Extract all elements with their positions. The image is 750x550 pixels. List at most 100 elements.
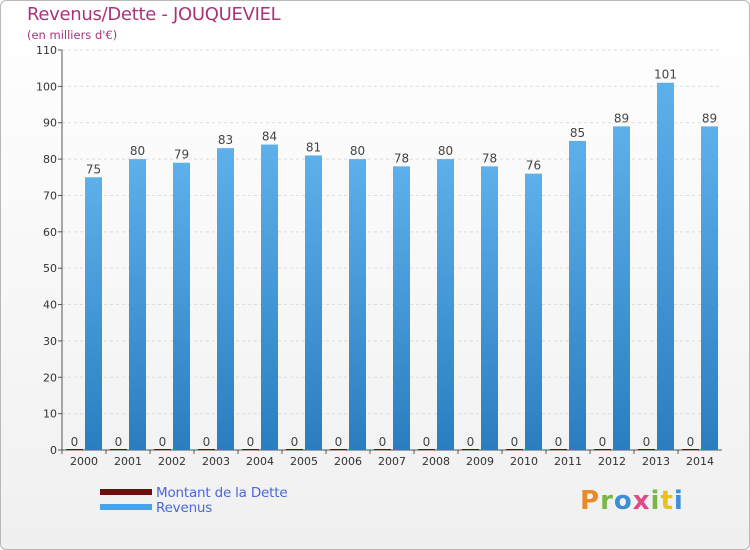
bar-revenus	[261, 144, 278, 450]
data-label-revenus: 78	[482, 151, 497, 165]
y-tick-label: 80	[43, 153, 57, 166]
bar-revenus	[305, 155, 322, 451]
data-label-dette: 0	[379, 435, 387, 449]
y-tick-label: 60	[43, 226, 57, 239]
data-label-dette: 0	[599, 435, 607, 449]
data-label-dette: 0	[423, 435, 431, 449]
bar-dette	[198, 449, 215, 450]
data-label-dette: 0	[159, 435, 167, 449]
data-label-revenus: 89	[614, 111, 629, 125]
x-tick-label: 2002	[158, 455, 186, 468]
logo-letter: i	[650, 486, 661, 516]
legend-swatch-dette	[100, 489, 152, 495]
y-tick-label: 90	[43, 117, 57, 130]
data-label-revenus: 84	[262, 130, 277, 144]
logo-letter: o	[613, 486, 633, 516]
bar-revenus	[349, 159, 366, 450]
data-label-revenus: 83	[218, 133, 233, 147]
bar-dette	[154, 449, 171, 450]
data-label-dette: 0	[335, 435, 343, 449]
bar-dette	[418, 449, 435, 450]
data-label-dette: 0	[115, 435, 123, 449]
logo-letter: P	[580, 486, 601, 516]
y-tick-label: 20	[43, 371, 57, 384]
x-tick-label: 2004	[246, 455, 274, 468]
bar-revenus	[481, 166, 498, 450]
x-tick-label: 2014	[686, 455, 714, 468]
bar-dette	[330, 449, 347, 450]
bar-dette	[506, 449, 523, 450]
bar-revenus	[393, 166, 410, 450]
data-label-revenus: 75	[86, 162, 101, 176]
x-tick-label: 2013	[642, 455, 670, 468]
x-tick-label: 2012	[598, 455, 626, 468]
data-label-dette: 0	[643, 435, 651, 449]
data-label-dette: 0	[511, 435, 519, 449]
data-label-revenus: 80	[350, 144, 365, 158]
bar-revenus	[613, 126, 630, 450]
logo-letter: r	[600, 486, 614, 516]
chart-subtitle: (en milliers d'€)	[27, 28, 118, 42]
legend-label-revenus: Revenus	[156, 500, 213, 516]
data-label-revenus: 76	[526, 159, 541, 173]
x-tick-label: 2007	[378, 455, 406, 468]
bar-dette	[66, 449, 83, 450]
y-tick-label: 0	[50, 444, 57, 457]
bar-revenus	[173, 162, 190, 450]
bar-revenus	[569, 140, 586, 450]
data-label-revenus: 85	[570, 126, 585, 140]
x-tick-label: 2000	[70, 455, 98, 468]
x-tick-label: 2010	[510, 455, 538, 468]
data-label-dette: 0	[291, 435, 299, 449]
bar-dette	[242, 449, 259, 450]
bar-dette	[594, 449, 611, 450]
bar-revenus	[701, 126, 718, 450]
bar-dette	[286, 449, 303, 450]
x-tick-label: 2008	[422, 455, 450, 468]
logo-letter: x	[632, 486, 651, 516]
bar-revenus	[657, 82, 674, 451]
data-label-revenus: 89	[702, 111, 717, 125]
data-label-dette: 0	[247, 435, 255, 449]
x-tick-label: 2005	[290, 455, 318, 468]
bar-dette	[110, 449, 127, 450]
data-label-revenus: 101	[654, 68, 677, 82]
y-tick-label: 70	[43, 189, 57, 202]
bar-revenus	[437, 159, 454, 450]
data-label-dette: 0	[555, 435, 563, 449]
x-tick-label: 2006	[334, 455, 362, 468]
bar-dette	[638, 449, 655, 450]
data-label-dette: 0	[203, 435, 211, 449]
bar-dette	[682, 449, 699, 450]
data-label-revenus: 78	[394, 151, 409, 165]
data-label-revenus: 80	[130, 144, 145, 158]
y-tick-label: 30	[43, 335, 57, 348]
legend-swatch-revenus	[100, 504, 152, 510]
chart-title: Revenus/Dette - JOUQUEVIEL	[27, 4, 281, 25]
data-label-revenus: 80	[438, 144, 453, 158]
data-label-dette: 0	[71, 435, 79, 449]
data-label-dette: 0	[467, 435, 475, 449]
data-label-revenus: 81	[306, 140, 321, 154]
bar-revenus	[85, 177, 102, 451]
logo-letter: i	[673, 486, 684, 516]
bar-dette	[550, 449, 567, 450]
bar-revenus	[217, 148, 234, 450]
x-tick-label: 2009	[466, 455, 494, 468]
bar-revenus	[129, 159, 146, 450]
bar-dette	[462, 449, 479, 450]
logo-letter: t	[660, 486, 674, 516]
y-tick-label: 50	[43, 262, 57, 275]
x-tick-label: 2001	[114, 455, 142, 468]
y-tick-label: 110	[36, 44, 57, 57]
bar-revenus	[525, 173, 542, 451]
x-tick-label: 2003	[202, 455, 230, 468]
y-tick-label: 100	[36, 80, 57, 93]
bar-dette	[374, 449, 391, 450]
proxiti-logo: Proxiti	[580, 486, 684, 516]
legend-label-dette: Montant de la Dette	[156, 485, 288, 501]
y-tick-label: 10	[43, 408, 57, 421]
data-label-revenus: 79	[174, 148, 189, 162]
y-tick-label: 40	[43, 299, 57, 312]
